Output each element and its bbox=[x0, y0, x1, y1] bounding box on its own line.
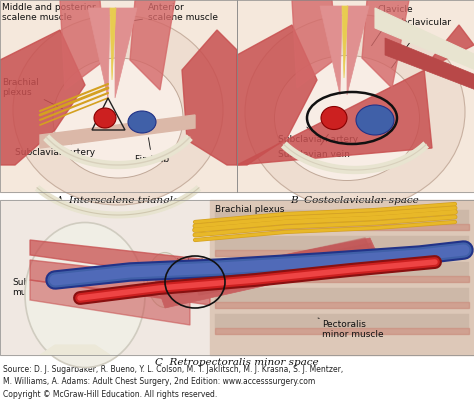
Text: B  Costoclavicular space: B Costoclavicular space bbox=[291, 196, 419, 205]
Text: C  Retropectoralis minor space: C Retropectoralis minor space bbox=[155, 358, 319, 367]
Polygon shape bbox=[176, 243, 375, 295]
Bar bbox=[0, 200, 474, 355]
Ellipse shape bbox=[274, 56, 419, 181]
Polygon shape bbox=[155, 238, 380, 308]
Polygon shape bbox=[194, 249, 381, 295]
Polygon shape bbox=[362, 0, 409, 88]
Text: Clavicle: Clavicle bbox=[372, 5, 414, 46]
Text: Source: D. J. Sugarbaker, R. Bueno, Y. L. Colson, M. T. Jaklitsch, M. J. Krasna,: Source: D. J. Sugarbaker, R. Bueno, Y. L… bbox=[3, 365, 343, 399]
Text: Brachial
plexus: Brachial plexus bbox=[2, 78, 63, 109]
Polygon shape bbox=[215, 302, 469, 308]
Polygon shape bbox=[347, 6, 369, 95]
Text: Middle and posterior
scalene muscle: Middle and posterior scalene muscle bbox=[2, 3, 100, 23]
Ellipse shape bbox=[356, 105, 394, 135]
Bar bbox=[237, 0, 474, 192]
Polygon shape bbox=[30, 260, 210, 305]
Text: Subscapularis
muscle: Subscapularis muscle bbox=[12, 278, 117, 297]
Polygon shape bbox=[385, 38, 474, 90]
Text: Subclavian vein: Subclavian vein bbox=[278, 134, 350, 159]
Polygon shape bbox=[215, 262, 469, 276]
Polygon shape bbox=[215, 250, 469, 256]
Polygon shape bbox=[237, 25, 317, 165]
Text: Subclavicular
muscle: Subclavicular muscle bbox=[390, 18, 451, 68]
Bar bbox=[0, 200, 474, 355]
Ellipse shape bbox=[94, 108, 116, 128]
Polygon shape bbox=[215, 276, 469, 282]
Bar bbox=[0, 0, 237, 192]
Polygon shape bbox=[115, 8, 137, 98]
Polygon shape bbox=[88, 8, 110, 98]
Polygon shape bbox=[210, 200, 474, 355]
Polygon shape bbox=[320, 6, 342, 95]
Polygon shape bbox=[30, 280, 190, 325]
Polygon shape bbox=[60, 0, 105, 90]
Ellipse shape bbox=[25, 222, 145, 368]
Ellipse shape bbox=[13, 15, 223, 205]
Ellipse shape bbox=[147, 253, 182, 307]
Polygon shape bbox=[30, 240, 210, 280]
Text: Subclavian artery: Subclavian artery bbox=[278, 127, 358, 144]
Polygon shape bbox=[292, 0, 337, 88]
Polygon shape bbox=[215, 224, 469, 230]
Text: Pectoralis
minor muscle: Pectoralis minor muscle bbox=[318, 318, 383, 339]
Polygon shape bbox=[215, 288, 469, 302]
Text: A  Interscalene triangle: A Interscalene triangle bbox=[56, 196, 180, 205]
Ellipse shape bbox=[245, 15, 465, 210]
Text: Anterior
scalene muscle: Anterior scalene muscle bbox=[128, 3, 218, 23]
Ellipse shape bbox=[53, 58, 183, 178]
Text: Subclavian vein: Subclavian vein bbox=[100, 268, 182, 277]
Polygon shape bbox=[237, 25, 474, 165]
Polygon shape bbox=[215, 210, 469, 224]
Polygon shape bbox=[0, 30, 85, 165]
Polygon shape bbox=[215, 236, 469, 250]
Polygon shape bbox=[215, 328, 469, 334]
Polygon shape bbox=[342, 6, 348, 78]
Bar bbox=[237, 0, 474, 192]
Text: Brachial plexus: Brachial plexus bbox=[215, 205, 284, 219]
Polygon shape bbox=[375, 8, 474, 70]
Polygon shape bbox=[158, 238, 370, 295]
Text: Subclavian artery: Subclavian artery bbox=[15, 127, 102, 157]
Polygon shape bbox=[40, 345, 110, 355]
Polygon shape bbox=[130, 0, 175, 90]
Polygon shape bbox=[215, 314, 469, 328]
Ellipse shape bbox=[128, 111, 156, 133]
Polygon shape bbox=[110, 8, 116, 80]
Polygon shape bbox=[40, 115, 195, 148]
Polygon shape bbox=[182, 30, 237, 165]
Text: First rib: First rib bbox=[135, 138, 169, 164]
Ellipse shape bbox=[321, 106, 347, 129]
Text: Subclavian artery: Subclavian artery bbox=[165, 258, 245, 279]
Bar bbox=[0, 0, 237, 192]
